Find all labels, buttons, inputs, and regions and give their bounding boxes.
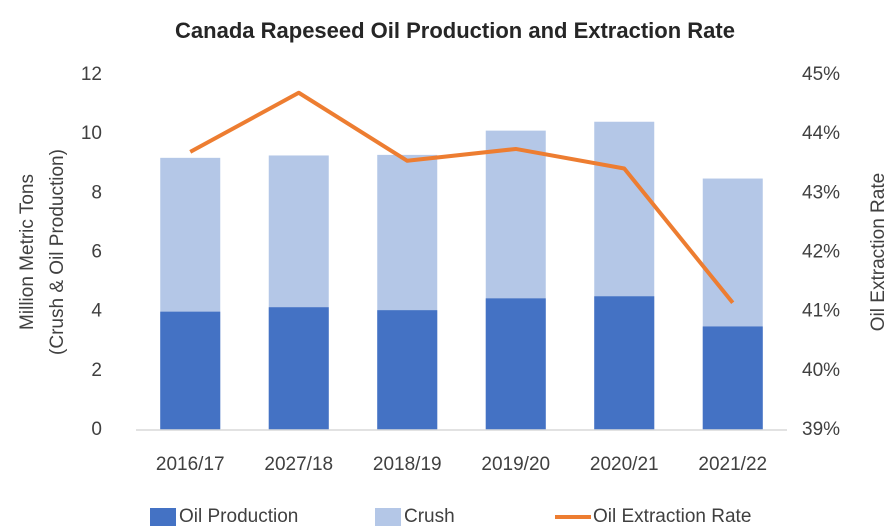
y2-tick-label: 39% xyxy=(802,419,840,440)
x-tick-label: 2020/21 xyxy=(590,454,659,475)
y2-tick-label: 41% xyxy=(802,301,840,322)
y2-tick-label: 45% xyxy=(802,64,840,85)
y2-tick-label: 43% xyxy=(802,182,840,203)
y-axis-title: (Crush & Oil Production) xyxy=(47,149,68,355)
x-tick-label: 2027/18 xyxy=(264,454,333,475)
y2-axis-title: Oil Extraction Rate xyxy=(868,173,889,331)
y2-tick-label: 40% xyxy=(802,360,840,381)
y-tick-label: 12 xyxy=(81,64,102,85)
chart-title: Canada Rapeseed Oil Production and Extra… xyxy=(175,18,735,43)
x-tick-label: 2021/22 xyxy=(698,454,767,475)
y2-tick-label: 42% xyxy=(802,242,840,263)
bar xyxy=(594,296,655,430)
bar xyxy=(268,307,329,430)
y-tick-label: 10 xyxy=(81,123,102,144)
legend-label: Crush xyxy=(404,506,455,526)
y-tick-label: 8 xyxy=(91,182,102,203)
bar xyxy=(160,311,221,430)
legend-swatch xyxy=(150,508,176,526)
y-tick-label: 2 xyxy=(91,360,102,381)
bar xyxy=(702,326,763,430)
legend-label: Oil Production xyxy=(179,506,298,526)
y-axis-title: Million Metric Tons xyxy=(17,174,38,330)
x-tick-label: 2019/20 xyxy=(481,454,550,475)
y2-tick-label: 44% xyxy=(802,123,840,144)
y-tick-label: 0 xyxy=(91,419,102,440)
legend-swatch xyxy=(375,508,401,526)
legend-label: Oil Extraction Rate xyxy=(593,506,751,526)
x-tick-label: 2016/17 xyxy=(156,454,225,475)
y-tick-label: 6 xyxy=(91,242,102,263)
bar xyxy=(377,310,438,430)
bar xyxy=(485,298,546,430)
line xyxy=(189,90,735,305)
y-tick-label: 4 xyxy=(91,301,102,322)
x-tick-label: 2018/19 xyxy=(373,454,442,475)
